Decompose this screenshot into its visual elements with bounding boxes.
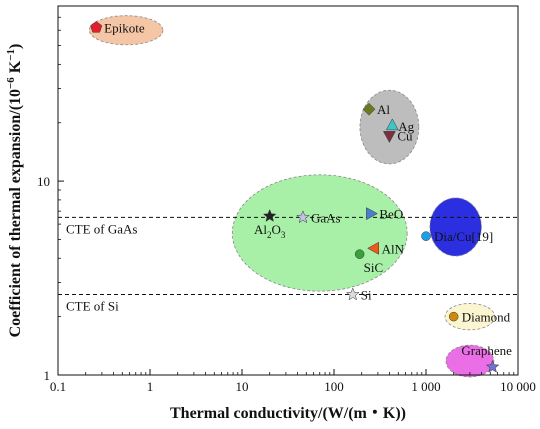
point-graphene — [485, 359, 500, 373]
point-sic — [354, 249, 365, 259]
point-al2o3-label: Al2O3 — [254, 222, 286, 240]
y-axis-title-exp: −6 — [5, 77, 17, 89]
group-ellipse-0 — [88, 15, 164, 46]
point-aln — [367, 241, 379, 255]
point-al2o3 — [262, 208, 277, 222]
point-gaas-label: GaAs — [311, 210, 341, 225]
point-sic-label: SiC — [364, 260, 384, 275]
reference-lines: CTE of GaAs CTE of Si — [58, 216, 518, 314]
y-axis-title-prefix: Coefficient of thermal expansion/(10 — [7, 89, 24, 337]
point-diamond-label: Diamond — [462, 310, 511, 325]
y-axis-title: Coefficient of thermal expansion/(10−6 K… — [5, 44, 24, 338]
x-tick-label: 100 — [324, 379, 344, 394]
point-cu-label: Cu — [397, 128, 413, 143]
point-graphene-label: Graphene — [461, 343, 512, 358]
x-tick-label: 0.1 — [50, 379, 66, 394]
point-gaas — [296, 210, 310, 224]
point-beo — [366, 207, 378, 221]
point-epikote — [90, 21, 103, 33]
x-ticks: 0.1 1 10 100 1 000 10 000 — [50, 369, 536, 394]
y-tick-label: 10 — [37, 174, 50, 189]
group-ellipse-3 — [429, 197, 482, 257]
y-axis-title-close: ) — [7, 44, 24, 49]
point-beo-label: BeO — [379, 207, 403, 222]
point-al-label: Al — [377, 102, 390, 117]
y-axis-title-suffix: K — [7, 60, 24, 77]
group-ellipse-4 — [444, 303, 496, 331]
point-dia-cu-19-label: Dia/Cu[19] — [434, 229, 493, 244]
x-tick-label: 1 — [147, 379, 154, 394]
point-epikote-label: Epikote — [104, 20, 145, 35]
y-axis-title-exp2: −1 — [5, 49, 17, 61]
group-ellipses — [88, 15, 496, 378]
point-si — [345, 287, 360, 301]
x-tick-label: 10 000 — [500, 379, 536, 394]
point-ag — [385, 118, 399, 131]
x-axis-title: Thermal conductivity/(W/(m・K)) — [170, 405, 406, 422]
plot-frame — [57, 5, 519, 376]
reference-line-label-1: CTE of Si — [66, 299, 119, 314]
point-diamond — [448, 311, 459, 322]
group-ellipse-5 — [445, 344, 495, 378]
y-tick-label: 1 — [44, 368, 51, 383]
group-ellipse-2 — [231, 174, 408, 292]
x-tick-label: 10 — [236, 379, 249, 394]
x-tick-label: 1 000 — [411, 379, 440, 394]
reference-line-label-0: CTE of GaAs — [66, 221, 138, 236]
point-dia-cu-19 — [421, 231, 431, 241]
y-ticks: 1 10 — [37, 16, 64, 383]
point-cu — [382, 131, 396, 143]
point-al — [362, 102, 376, 116]
point-ag-label: Ag — [398, 119, 414, 134]
point-aln-label: AlN — [382, 241, 405, 256]
point-si-label: Si — [361, 288, 372, 303]
